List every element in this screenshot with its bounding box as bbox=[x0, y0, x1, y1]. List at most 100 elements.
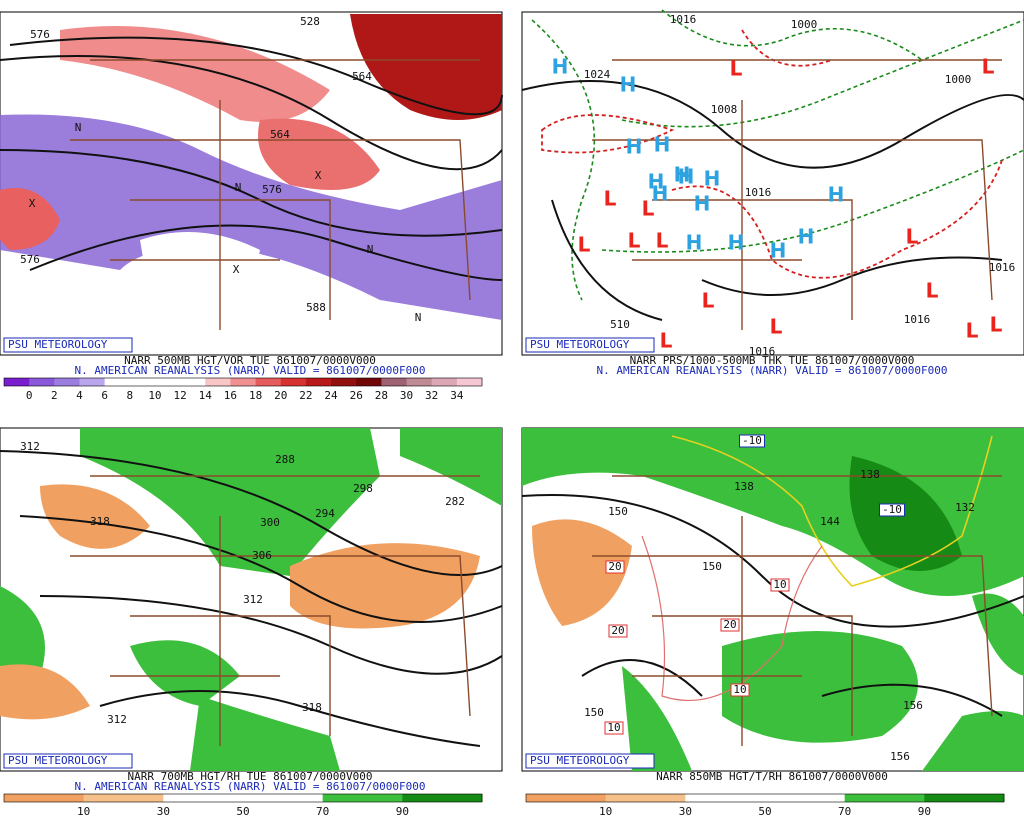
panel-map bbox=[0, 427, 503, 772]
low-marker: L bbox=[906, 225, 919, 249]
label-box bbox=[720, 618, 740, 632]
label-box bbox=[739, 434, 765, 448]
colorbar-label: 90 bbox=[918, 805, 931, 818]
colorbar-swatch bbox=[381, 378, 408, 386]
colorbar-label: 6 bbox=[101, 389, 108, 402]
colorbar-label: 50 bbox=[236, 805, 249, 818]
label-box bbox=[879, 503, 905, 517]
contour-label: 20 bbox=[723, 618, 736, 631]
contour-label: 588 bbox=[306, 301, 326, 314]
contour-label: X bbox=[315, 169, 322, 182]
colorbar-label: 0 bbox=[26, 389, 33, 402]
temp-contour bbox=[671, 435, 993, 587]
low-marker: L bbox=[990, 313, 1003, 337]
high-marker: H bbox=[674, 163, 691, 187]
colorbar-swatch bbox=[322, 794, 403, 802]
panel-title: NARR 500MB HGT/VOR TUE 861007/0000V000 bbox=[124, 354, 376, 367]
colorbar-label: 4 bbox=[76, 389, 83, 402]
colorbar-swatch bbox=[685, 794, 766, 802]
panel-map bbox=[521, 9, 1024, 356]
colorbar-label: 30 bbox=[157, 805, 170, 818]
panel-title: NARR 850MB HGT/T/RH 861007/0000V000 bbox=[656, 770, 888, 783]
colorbar-swatch bbox=[331, 378, 357, 386]
colorbar-swatch bbox=[163, 794, 244, 802]
contour-label: 1000 bbox=[791, 18, 818, 31]
colorbar-swatch bbox=[4, 378, 30, 386]
contour-label: 564 bbox=[270, 128, 290, 141]
colorbar-swatch bbox=[29, 378, 55, 386]
contour-label: 150 bbox=[584, 706, 604, 719]
contour-label: 1016 bbox=[670, 13, 697, 26]
panel-title: NARR 700MB HGT/RH TUE 861007/0000V000 bbox=[127, 770, 372, 783]
high-marker: H bbox=[552, 55, 569, 79]
low-marker: L bbox=[656, 229, 669, 253]
colorbar-label: 70 bbox=[316, 805, 329, 818]
contour-label: 1000 bbox=[945, 73, 972, 86]
low-marker: L bbox=[770, 315, 783, 339]
panel-subtitle: N. AMERICAN REANALYSIS (NARR) VALID = 86… bbox=[597, 364, 948, 377]
contour-label: 156 bbox=[903, 699, 923, 712]
badge: PSU METEOROLOGY bbox=[8, 754, 108, 767]
colorbar-frame bbox=[525, 793, 1005, 803]
panel: PSU METEOROLOGY NARR 850MB HGT/T/RH 86100… bbox=[525, 434, 1005, 818]
colorbar-swatch bbox=[83, 794, 164, 802]
colorbar-swatch bbox=[54, 378, 80, 386]
contour-label: 312 bbox=[107, 713, 127, 726]
contour-label: 10 bbox=[607, 721, 620, 734]
colorbar-label: 90 bbox=[396, 805, 409, 818]
contour-label: 298 bbox=[353, 482, 373, 495]
badge-box bbox=[3, 337, 133, 353]
contour-label: 306 bbox=[252, 549, 272, 562]
panel-subtitle: N. AMERICAN REANALYSIS (NARR) VALID = 86… bbox=[75, 364, 426, 377]
colorbar-label: 34 bbox=[450, 389, 464, 402]
contour-label: 1008 bbox=[711, 103, 738, 116]
label-box bbox=[730, 683, 750, 697]
thickness-contour bbox=[541, 29, 1003, 279]
low-marker: L bbox=[730, 57, 743, 81]
height-contour bbox=[521, 494, 1024, 717]
contour-label: N bbox=[235, 181, 242, 194]
panel: PSU METEOROLOGY NARR 500MB HGT/VOR TUE 86… bbox=[3, 15, 483, 402]
high-marker: H bbox=[678, 165, 695, 189]
high-marker: H bbox=[798, 225, 815, 249]
high-marker: H bbox=[626, 135, 643, 159]
contour-label: 20 bbox=[608, 560, 621, 573]
label-box bbox=[608, 624, 628, 638]
contour-label: X bbox=[233, 263, 240, 276]
low-marker: L bbox=[642, 197, 655, 221]
colorbar-label: 10 bbox=[599, 805, 612, 818]
contour-label: 1016 bbox=[749, 345, 776, 358]
badge: PSU METEOROLOGY bbox=[530, 338, 630, 351]
contour-label: 282 bbox=[445, 495, 465, 508]
contour-label: 1016 bbox=[745, 186, 772, 199]
colorbar-swatch bbox=[4, 794, 85, 802]
label-box bbox=[770, 578, 790, 592]
colorbar-label: 30 bbox=[679, 805, 692, 818]
colorbar-swatch bbox=[456, 378, 483, 386]
contour-label: X bbox=[29, 197, 36, 210]
colorbar-label: 28 bbox=[375, 389, 388, 402]
contour-label: 576 bbox=[262, 183, 282, 196]
panel-map bbox=[521, 427, 1024, 772]
colorbar-swatch bbox=[526, 794, 607, 802]
contour-label: 576 bbox=[30, 28, 50, 41]
colorbar-swatch bbox=[402, 794, 483, 802]
high-marker: H bbox=[654, 133, 671, 157]
temp-contour bbox=[641, 535, 823, 702]
map-frame bbox=[521, 11, 1024, 356]
contour-label: 318 bbox=[90, 515, 110, 528]
high-marker: H bbox=[694, 192, 711, 216]
contour-label: 132 bbox=[955, 501, 975, 514]
panel: PSU METEOROLOGY NARR 700MB HGT/RH TUE 861… bbox=[3, 440, 483, 818]
vort-field bbox=[0, 114, 502, 320]
vort-field bbox=[350, 14, 502, 120]
high-marker: H bbox=[828, 183, 845, 207]
colorbar-swatch bbox=[356, 378, 382, 386]
colorbar-swatch bbox=[605, 794, 686, 802]
rh-field bbox=[622, 593, 1024, 771]
colorbar-label: 14 bbox=[199, 389, 213, 402]
colorbar-label: 26 bbox=[350, 389, 363, 402]
contour-label: 528 bbox=[300, 15, 320, 28]
